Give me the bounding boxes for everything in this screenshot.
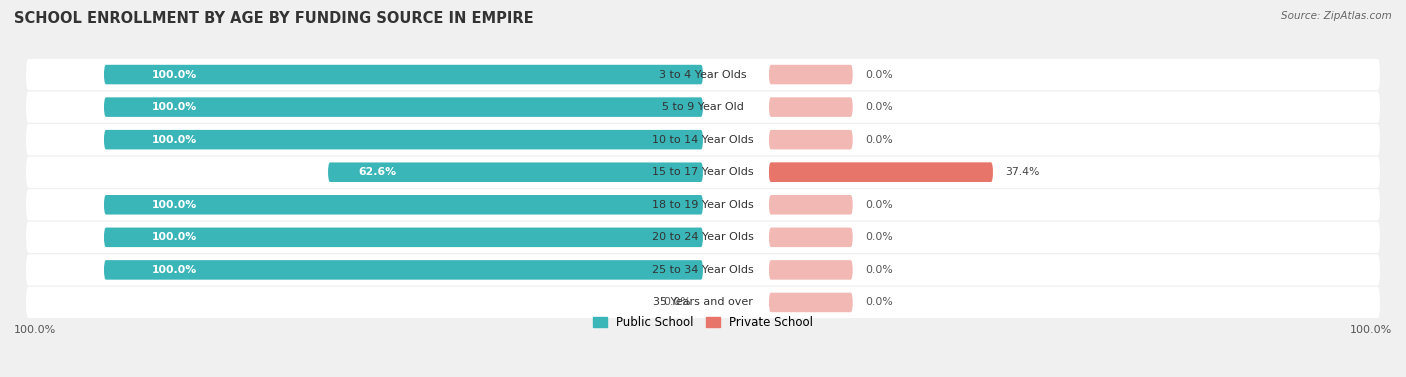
Text: 0.0%: 0.0% bbox=[865, 200, 893, 210]
FancyBboxPatch shape bbox=[27, 156, 1379, 188]
Text: 100.0%: 100.0% bbox=[152, 135, 197, 145]
Text: 3 to 4 Year Olds: 3 to 4 Year Olds bbox=[659, 69, 747, 80]
Text: 0.0%: 0.0% bbox=[865, 297, 893, 308]
FancyBboxPatch shape bbox=[27, 287, 1379, 318]
Legend: Public School, Private School: Public School, Private School bbox=[593, 316, 813, 329]
FancyBboxPatch shape bbox=[769, 162, 993, 182]
FancyBboxPatch shape bbox=[769, 65, 853, 84]
Text: 25 to 34 Year Olds: 25 to 34 Year Olds bbox=[652, 265, 754, 275]
Text: 20 to 24 Year Olds: 20 to 24 Year Olds bbox=[652, 232, 754, 242]
Text: 0.0%: 0.0% bbox=[865, 102, 893, 112]
Text: 100.0%: 100.0% bbox=[152, 69, 197, 80]
FancyBboxPatch shape bbox=[769, 162, 993, 182]
FancyBboxPatch shape bbox=[27, 92, 1379, 123]
FancyBboxPatch shape bbox=[27, 59, 1379, 90]
Text: 0.0%: 0.0% bbox=[865, 265, 893, 275]
FancyBboxPatch shape bbox=[27, 124, 1379, 155]
Text: 5 to 9 Year Old: 5 to 9 Year Old bbox=[662, 102, 744, 112]
FancyBboxPatch shape bbox=[104, 97, 703, 117]
FancyBboxPatch shape bbox=[769, 293, 853, 312]
Text: 18 to 19 Year Olds: 18 to 19 Year Olds bbox=[652, 200, 754, 210]
FancyBboxPatch shape bbox=[769, 130, 853, 149]
FancyBboxPatch shape bbox=[769, 228, 853, 247]
Text: 100.0%: 100.0% bbox=[14, 325, 56, 335]
Text: 100.0%: 100.0% bbox=[152, 265, 197, 275]
Text: 10 to 14 Year Olds: 10 to 14 Year Olds bbox=[652, 135, 754, 145]
Text: 100.0%: 100.0% bbox=[152, 102, 197, 112]
FancyBboxPatch shape bbox=[104, 130, 703, 149]
FancyBboxPatch shape bbox=[769, 195, 853, 215]
Text: Source: ZipAtlas.com: Source: ZipAtlas.com bbox=[1281, 11, 1392, 21]
Text: 0.0%: 0.0% bbox=[664, 297, 690, 308]
FancyBboxPatch shape bbox=[27, 222, 1379, 253]
FancyBboxPatch shape bbox=[104, 195, 703, 215]
FancyBboxPatch shape bbox=[27, 189, 1379, 221]
FancyBboxPatch shape bbox=[104, 260, 703, 280]
FancyBboxPatch shape bbox=[328, 162, 703, 182]
Text: 0.0%: 0.0% bbox=[865, 135, 893, 145]
FancyBboxPatch shape bbox=[104, 65, 703, 84]
Text: SCHOOL ENROLLMENT BY AGE BY FUNDING SOURCE IN EMPIRE: SCHOOL ENROLLMENT BY AGE BY FUNDING SOUR… bbox=[14, 11, 534, 26]
Text: 0.0%: 0.0% bbox=[865, 232, 893, 242]
Text: 100.0%: 100.0% bbox=[1350, 325, 1392, 335]
Text: 15 to 17 Year Olds: 15 to 17 Year Olds bbox=[652, 167, 754, 177]
Text: 0.0%: 0.0% bbox=[865, 69, 893, 80]
FancyBboxPatch shape bbox=[769, 97, 853, 117]
FancyBboxPatch shape bbox=[27, 254, 1379, 285]
FancyBboxPatch shape bbox=[104, 228, 703, 247]
Text: 100.0%: 100.0% bbox=[152, 200, 197, 210]
Text: 35 Years and over: 35 Years and over bbox=[652, 297, 754, 308]
Text: 100.0%: 100.0% bbox=[152, 232, 197, 242]
Text: 62.6%: 62.6% bbox=[359, 167, 396, 177]
FancyBboxPatch shape bbox=[769, 260, 853, 280]
Text: 37.4%: 37.4% bbox=[1005, 167, 1039, 177]
